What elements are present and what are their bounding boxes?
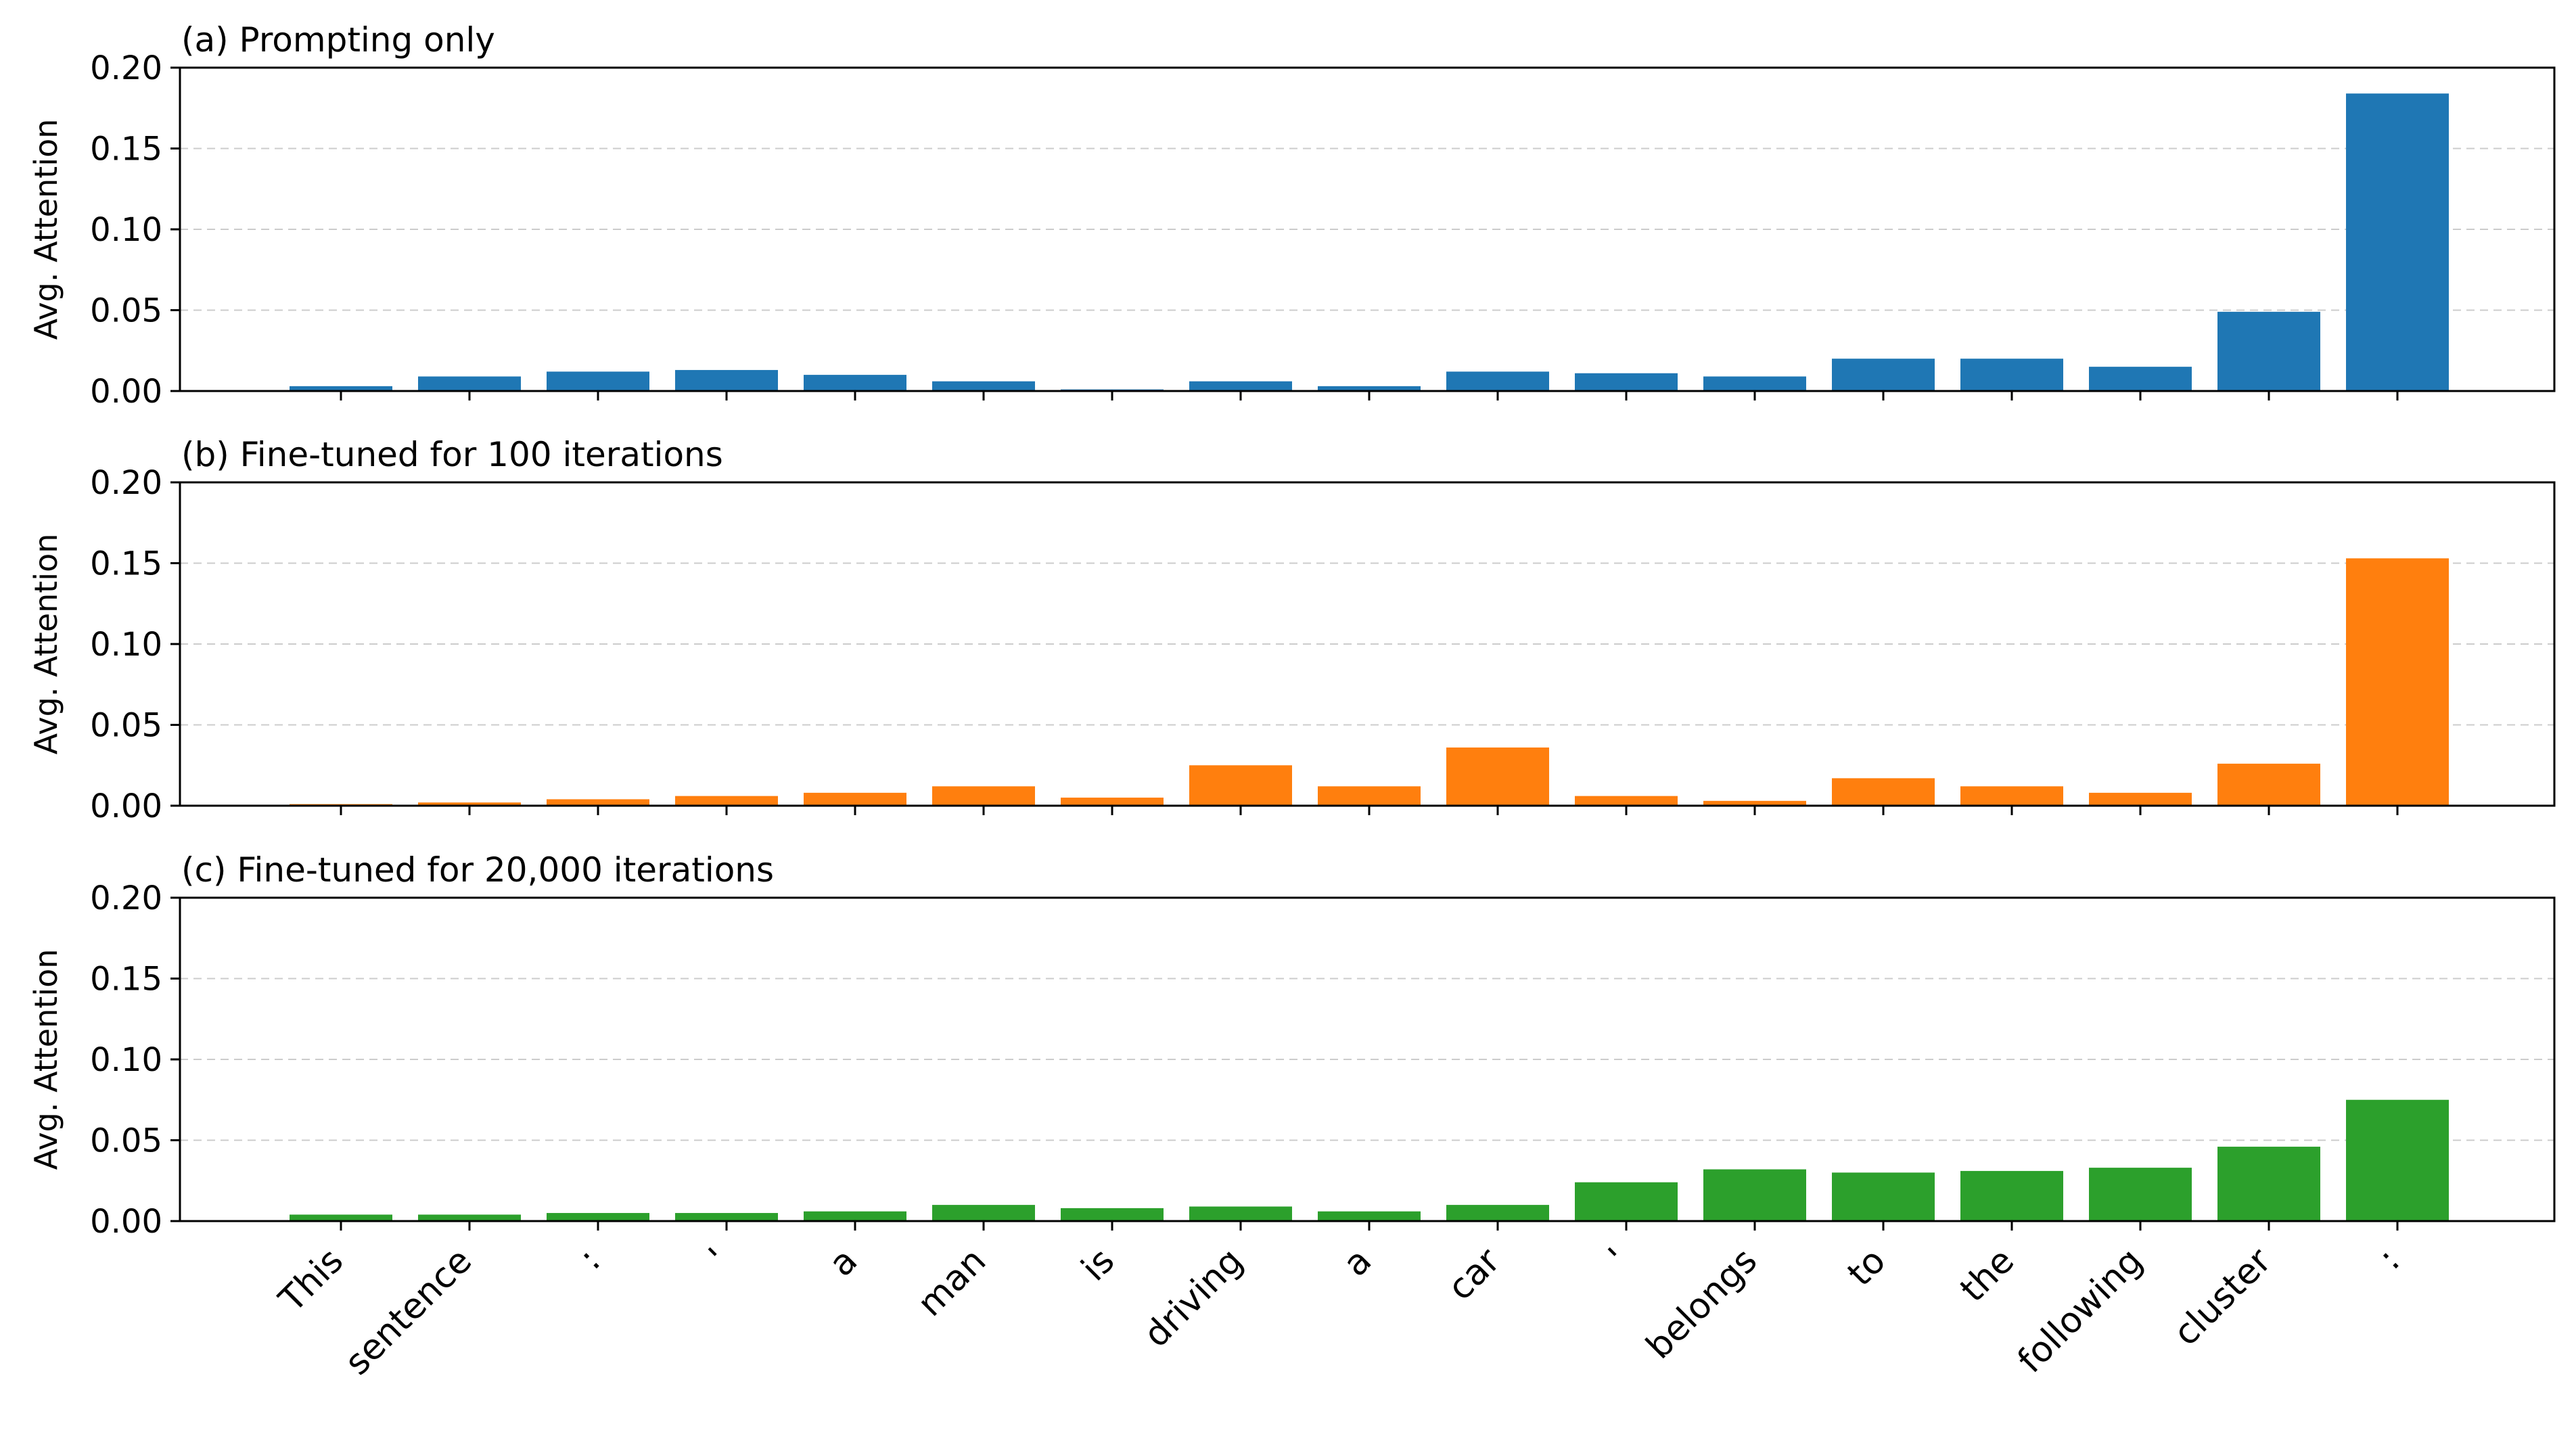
panel-3: 0.00 0.05 0.10 0.15 0.20 Avg. Attention (c) Fi… xyxy=(28,850,2556,1383)
bar xyxy=(932,381,1035,391)
bar xyxy=(1703,1169,1806,1221)
bar xyxy=(2346,93,2449,392)
bar xyxy=(2217,763,2320,806)
bar xyxy=(418,376,521,391)
bar xyxy=(1832,359,1935,391)
bar xyxy=(932,786,1035,806)
x-tick-label: belongs xyxy=(1638,1241,1765,1367)
y-tick-label: 0.00 xyxy=(90,373,162,411)
y-tick-label: 0.20 xyxy=(90,879,162,917)
bar xyxy=(2089,792,2192,806)
bar xyxy=(2346,1099,2449,1221)
y-tick-label: 0.05 xyxy=(90,707,162,745)
bar xyxy=(418,1214,521,1221)
bar xyxy=(1189,381,1292,391)
bar xyxy=(804,792,906,806)
bar xyxy=(1960,359,2063,391)
panel-2: 0.00 0.05 0.10 0.15 0.20 Avg. Attention (b) Fi… xyxy=(28,435,2556,825)
bar xyxy=(290,386,392,391)
bar xyxy=(1318,786,1421,806)
bar xyxy=(1446,1205,1549,1221)
x-tick-label: : xyxy=(2370,1241,2408,1278)
panel-title: (c) Fine-tuned for 20,000 iterations xyxy=(181,850,774,890)
bar xyxy=(2217,311,2320,391)
y-tick-label: 0.20 xyxy=(90,464,162,502)
y-tick-label: 0.05 xyxy=(90,1122,162,1160)
bar xyxy=(290,1214,392,1221)
bar xyxy=(804,1211,906,1221)
panel-1: 0.00 0.05 0.10 0.15 0.20 Avg. Attention (a) Pr… xyxy=(28,20,2556,411)
bar xyxy=(1061,1208,1164,1221)
bar xyxy=(1446,747,1549,806)
y-tick-label: 0.00 xyxy=(90,787,162,825)
bar xyxy=(1575,796,1678,806)
x-tick-label: a xyxy=(821,1241,865,1285)
x-tick-label: man xyxy=(910,1241,994,1325)
y-tick-label: 0.10 xyxy=(90,1041,162,1079)
bar xyxy=(1318,1211,1421,1221)
bar xyxy=(1061,798,1164,806)
x-tick-label: cluster xyxy=(2166,1240,2280,1354)
bar xyxy=(1703,376,1806,391)
x-tick-label: driving xyxy=(1136,1241,1251,1356)
x-tick-label: sentence xyxy=(337,1241,480,1383)
bar xyxy=(675,1213,778,1221)
x-tick-label: car xyxy=(1440,1240,1509,1308)
y-tick-label: 0.20 xyxy=(90,49,162,87)
x-tick-label: ' xyxy=(1601,1241,1637,1277)
panel-title: (a) Prompting only xyxy=(181,20,495,60)
bar xyxy=(804,375,906,391)
y-tick-label: 0.05 xyxy=(90,292,162,330)
x-tick-label: to xyxy=(1840,1241,1893,1294)
bar xyxy=(1832,1172,1935,1221)
x-tick-label: is xyxy=(1074,1241,1122,1289)
bar xyxy=(547,371,649,391)
x-tick-label: the xyxy=(1952,1241,2022,1310)
x-tick-label: ' xyxy=(702,1241,737,1277)
bar xyxy=(932,1205,1035,1221)
y-axis-label: Avg. Attention xyxy=(28,119,64,340)
x-tick-label: This xyxy=(271,1241,351,1321)
bar xyxy=(418,802,521,806)
bar xyxy=(1189,765,1292,806)
y-axis-label: Avg. Attention xyxy=(28,949,64,1170)
y-tick-label: 0.15 xyxy=(90,961,162,999)
panel-title: (b) Fine-tuned for 100 iterations xyxy=(181,435,723,474)
bar xyxy=(675,796,778,806)
y-tick-label: 0.15 xyxy=(90,131,162,168)
bar xyxy=(547,799,649,806)
bar xyxy=(1832,778,1935,806)
y-tick-label: 0.10 xyxy=(90,626,162,664)
bar xyxy=(1446,371,1549,391)
x-tick-label: following xyxy=(2010,1241,2150,1381)
bar xyxy=(1318,386,1421,391)
bar xyxy=(1960,786,2063,806)
bar xyxy=(1960,1170,2063,1221)
bar xyxy=(675,369,778,391)
bar xyxy=(547,1213,649,1221)
bar xyxy=(2346,558,2449,806)
x-tick-label: a xyxy=(1335,1241,1379,1285)
x-tick-label: : xyxy=(571,1241,608,1278)
y-tick-label: 0.15 xyxy=(90,545,162,583)
bar xyxy=(2217,1147,2320,1221)
bar xyxy=(1189,1206,1292,1221)
y-tick-label: 0.10 xyxy=(90,211,162,249)
bar xyxy=(2089,1168,2192,1221)
bar xyxy=(1703,800,1806,806)
bar xyxy=(1575,1182,1678,1221)
y-axis-label: Avg. Attention xyxy=(28,534,64,755)
y-tick-label: 0.00 xyxy=(90,1203,162,1241)
bar xyxy=(1575,373,1678,391)
bar xyxy=(2089,367,2192,391)
